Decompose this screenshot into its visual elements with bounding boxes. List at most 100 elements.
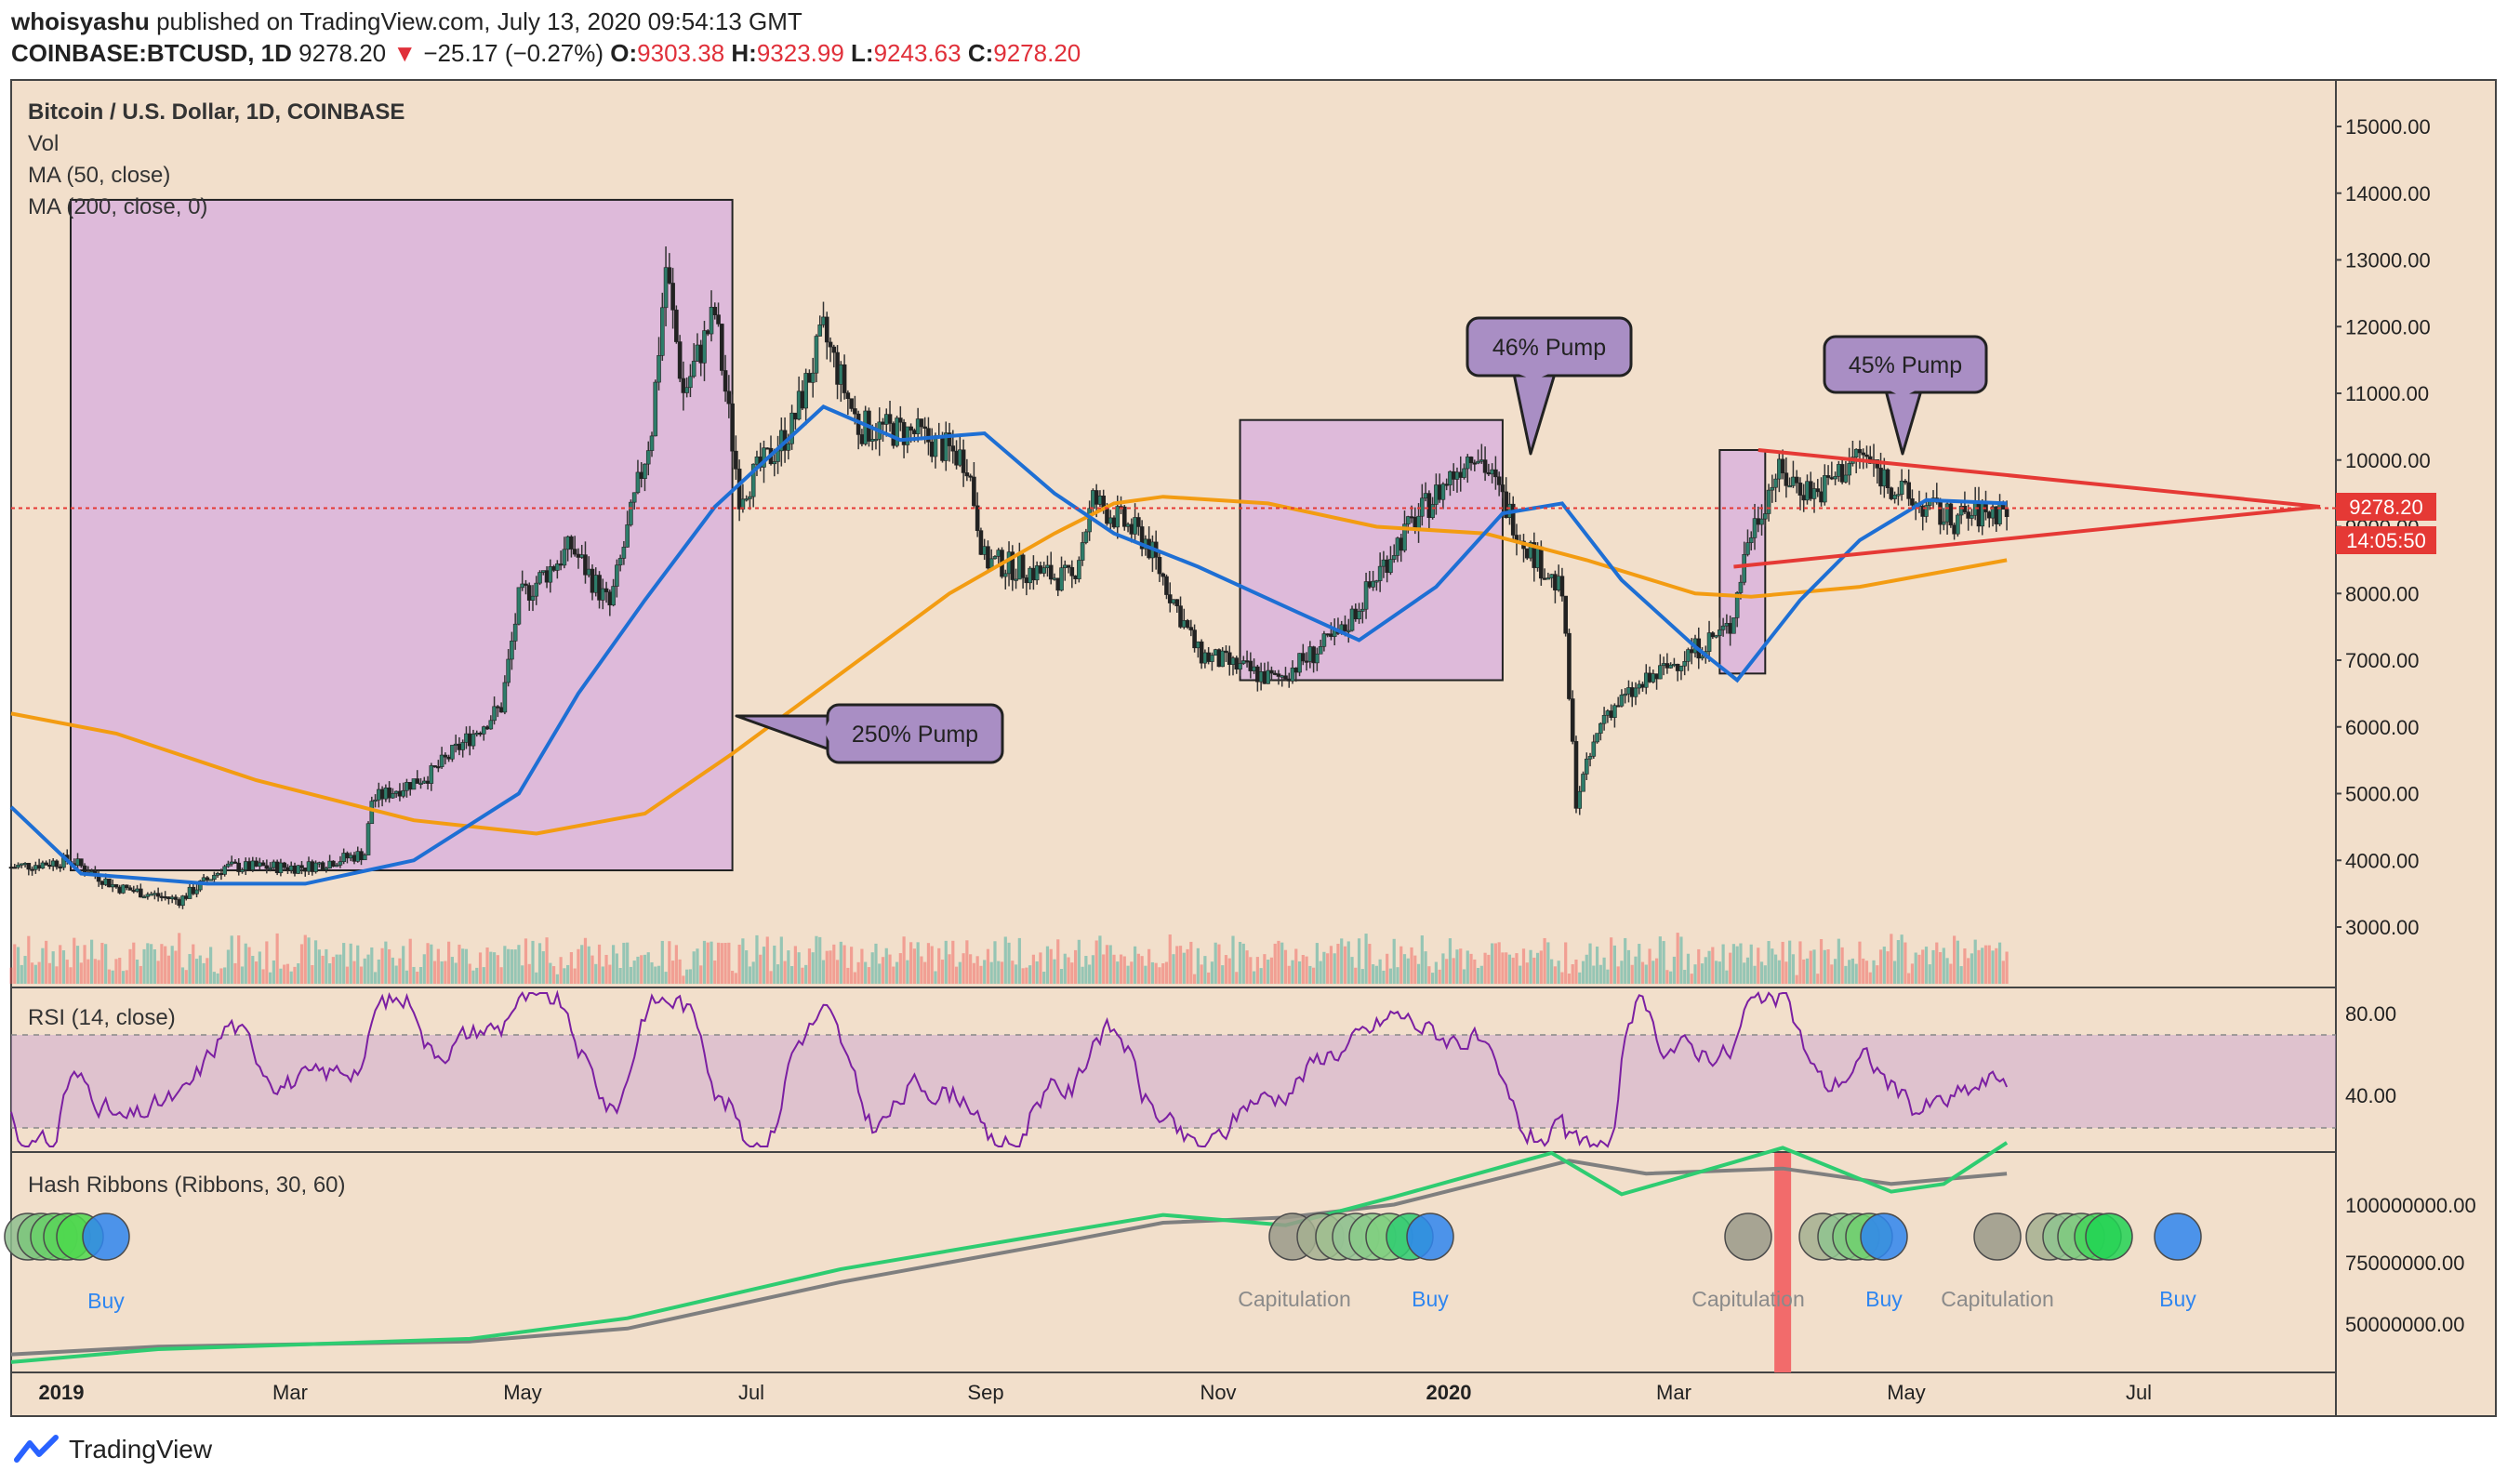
candle-body [750,463,756,497]
volume-bar [825,950,829,984]
candle-body [572,549,577,555]
volume-bar [405,970,409,984]
candle-body [1454,471,1460,480]
signal-dot [1860,1212,1908,1261]
candle-body [674,310,679,342]
candle-body [1784,472,1789,486]
candle-body [498,707,504,713]
volume-bar [1626,949,1631,984]
candle-body [2004,509,2010,517]
volume-bar [1452,958,1455,984]
candle-body [1640,683,1645,688]
volume-bar [1312,967,1316,984]
volume-bar [1959,966,1963,984]
rsi-pane[interactable] [11,988,2336,1151]
volume-bar [773,945,776,984]
candle-body [1293,668,1299,673]
candle-body [348,855,353,859]
candle-body [163,896,167,899]
time-axis-pane[interactable] [11,1372,2336,1416]
support-trendline [1733,504,2321,569]
candle-body [1020,554,1026,578]
candle-body [1307,646,1313,662]
volume-bar [426,943,430,984]
candle-body [709,307,714,335]
time-tick-may-2020: May [1887,1381,1926,1404]
volume-bar [289,971,293,984]
volume-bar [436,948,440,984]
volume-bar [1049,948,1053,984]
candle-body [639,471,644,480]
candle-body [79,858,84,867]
volume-bar [1795,974,1798,984]
volume-bar [650,961,654,984]
volume-bar [555,974,559,984]
volume-bar [1396,967,1399,984]
volume-bar [1844,965,1848,984]
candle-body [1121,506,1127,527]
candle-body [1654,673,1659,680]
candle-body [1283,675,1288,680]
volume-bar [349,943,352,984]
volume-bar [1343,946,1347,984]
candle-body [947,432,952,446]
volume-bar [41,947,45,984]
volume-bar [1491,943,1494,984]
candle-body [334,865,339,868]
volume-bar [16,947,20,984]
hash-pane[interactable] [11,1153,2336,1372]
volume-bar [1291,960,1294,984]
volume-bar [478,952,483,984]
open-label: O: [610,39,638,67]
volume-bar [636,956,640,984]
volume-bar [1564,942,1568,984]
volume-bar [720,943,723,984]
candle-body [54,860,60,868]
candle-body [1626,687,1631,695]
volume-bar [2005,951,2009,984]
candle-body [1077,560,1081,579]
candle-body [341,853,346,862]
price-tick: 12000.00 [2345,315,2431,338]
candle-body [1353,608,1359,620]
ma50-line [9,404,2008,886]
candle-body [534,582,539,597]
volume-bar [1329,946,1333,984]
volume-bar [1777,960,1781,984]
volume-bar [1812,949,1816,984]
footer[interactable]: TradingView [13,1434,212,1465]
volume-bar [1743,962,1746,984]
candle-body [320,862,325,870]
publisher-name[interactable]: whoisyashu [11,7,150,35]
candle-body [845,392,851,400]
volume-bar [1942,947,1945,984]
candle-body [824,316,829,343]
volume-bar [1624,937,1627,984]
candle-body [502,682,508,713]
candle-body [117,886,123,894]
candle-body [302,868,308,872]
volume-bar [541,951,545,984]
volume-bar [1757,947,1760,984]
volume-bar [989,961,993,984]
volume-bar [682,975,685,984]
candle-body [1196,641,1200,649]
volume-bar [1357,938,1361,984]
volume-bar [363,958,366,984]
volume-bar [1283,949,1288,984]
price-axis-pane[interactable] [2336,80,2496,1416]
candle-body [1430,504,1435,518]
volume-bar [283,964,286,984]
low-label: L: [851,39,874,67]
candle-body [873,439,879,442]
volume-bar [51,951,55,984]
candle-body [464,733,469,743]
volume-bar [1910,963,1915,984]
volume-bar [59,945,62,984]
volume-bar [1731,944,1736,984]
candle-body [1220,650,1226,668]
candle-body [617,558,623,566]
candle-body [1700,656,1704,659]
volume-bar [934,971,937,984]
